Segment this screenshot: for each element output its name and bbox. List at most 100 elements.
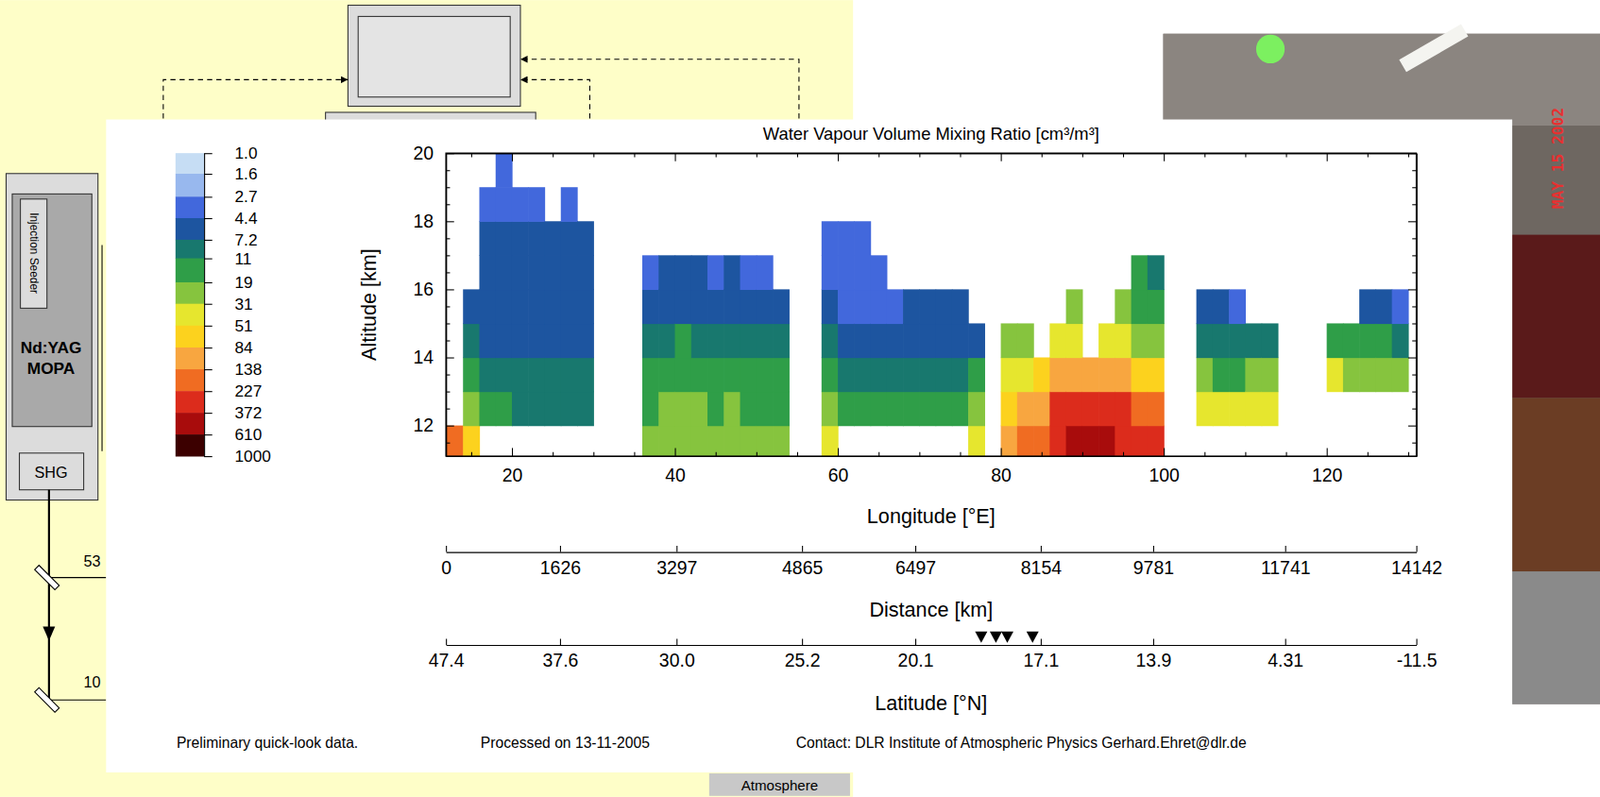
cell: [1131, 357, 1149, 392]
photo-ceiling: [1163, 34, 1600, 126]
cell: [756, 323, 774, 358]
cell: [1147, 391, 1165, 427]
mirror: [34, 565, 60, 591]
tick: [445, 255, 450, 256]
cell: [723, 323, 741, 358]
cell: [1327, 357, 1345, 392]
cell: [1196, 323, 1214, 358]
plot-frame: [445, 153, 1416, 457]
cell: [1228, 289, 1246, 324]
cell: [837, 255, 855, 290]
tick: [756, 153, 758, 157]
cell: [511, 187, 529, 222]
cell: [658, 425, 676, 457]
tick-mark: [837, 447, 839, 457]
cell: [1098, 391, 1116, 427]
cell: [691, 255, 709, 290]
tick-label: 14142: [1391, 557, 1443, 579]
tick-mark: [204, 173, 213, 175]
colorbar-band: [175, 304, 205, 327]
axis-line: [446, 456, 1417, 458]
x-minor-ticks: [446, 452, 1417, 458]
tick: 30.0: [659, 638, 696, 671]
footer-text: Preliminary quick-look data.: [176, 734, 358, 751]
tick-mark: [1412, 408, 1416, 410]
tick: [1412, 374, 1416, 376]
cell: [902, 391, 920, 427]
colorbar-band: [175, 173, 205, 198]
cell: [837, 289, 855, 324]
tick: [445, 323, 450, 324]
cell: [952, 323, 970, 358]
cell: [675, 391, 693, 427]
tick-mark: [1082, 153, 1084, 157]
cell: [495, 391, 513, 427]
tick-mark: [1408, 221, 1417, 222]
cell: [723, 289, 741, 324]
tick-mark: [1412, 272, 1416, 273]
tick: [552, 153, 554, 157]
marker-triangle: [974, 631, 988, 644]
cell: [1098, 425, 1116, 457]
tick: [959, 452, 961, 457]
cell: [462, 289, 480, 324]
tick-label: 13.9: [1136, 649, 1173, 671]
cell: [1244, 391, 1262, 427]
cell: [642, 323, 660, 358]
cell: [740, 425, 758, 457]
tick-mark: [1153, 638, 1155, 645]
cell: [1228, 357, 1246, 392]
axis-line: [446, 645, 1417, 647]
tick-label: 138: [234, 359, 262, 379]
cell: [577, 289, 595, 324]
tick: [1163, 153, 1165, 162]
photo-rack: [1512, 571, 1600, 704]
cell: [919, 323, 937, 358]
axis-line: [446, 153, 1417, 154]
colorbar-band: [175, 347, 205, 370]
cell: [1066, 357, 1084, 392]
tick-mark: [878, 153, 880, 157]
cell: [936, 323, 954, 358]
beam: [49, 577, 106, 579]
computer-box: [347, 5, 521, 107]
tick-mark: [1327, 153, 1328, 162]
cell: [1359, 289, 1377, 324]
cell: [821, 425, 839, 457]
tick-mark: [511, 153, 513, 162]
tick: [593, 452, 595, 457]
colorbar-band: [175, 282, 205, 305]
tick: 4.31: [1267, 638, 1304, 671]
tick: 11741: [1260, 545, 1311, 579]
cell: [1196, 357, 1214, 392]
tick: 1000: [204, 446, 272, 466]
tick-label: 372: [234, 403, 262, 423]
cell: [511, 323, 529, 358]
cell: [1001, 391, 1019, 427]
cell: [821, 323, 839, 358]
tick-mark: [1408, 452, 1410, 457]
cell: [642, 289, 660, 324]
cell: [1033, 391, 1051, 427]
cell: [740, 323, 758, 358]
axis-line: [1416, 153, 1418, 458]
x-axis-top: [446, 153, 1417, 162]
cell: [544, 221, 562, 256]
tick: [1001, 153, 1003, 162]
tick-mark: [1412, 442, 1416, 444]
tick-mark: [1286, 452, 1288, 457]
cell: [968, 425, 986, 457]
tick-mark: [1040, 638, 1042, 645]
cell: [544, 255, 562, 290]
cell: [478, 391, 496, 427]
tick: [1408, 425, 1417, 427]
cell: [707, 323, 725, 358]
cell: [675, 323, 693, 358]
cell: [1049, 391, 1067, 427]
tick: [1123, 452, 1124, 457]
tick: [1408, 289, 1417, 290]
cell: [952, 289, 970, 324]
cell: [902, 357, 920, 392]
x-minor-ticks: [446, 153, 1417, 157]
tick: [675, 153, 677, 162]
